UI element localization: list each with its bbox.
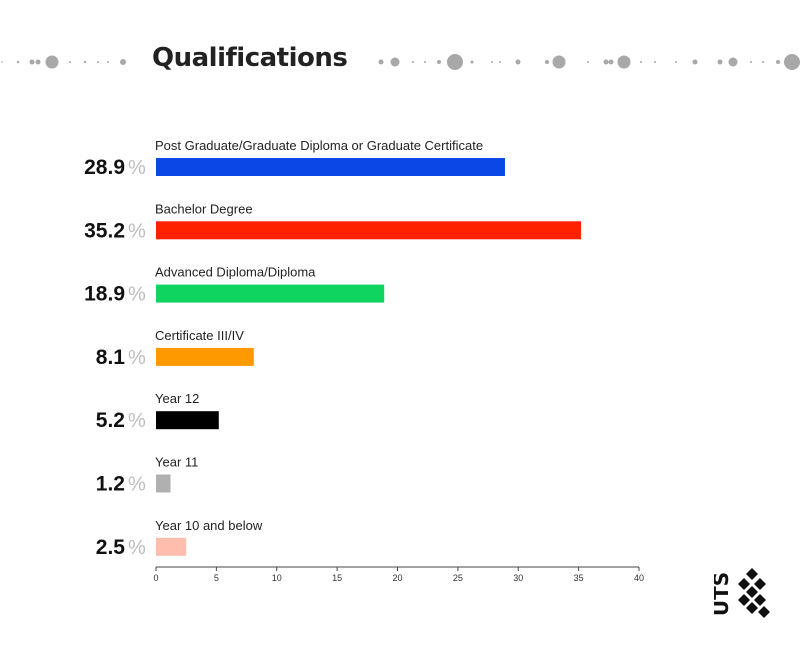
percent-sign: % [128, 157, 146, 179]
bar [156, 537, 187, 556]
category-label: Certificate III/IV [155, 328, 244, 343]
category-label: Year 10 and below [155, 518, 263, 533]
percent-sign: % [128, 474, 146, 496]
x-tick-label: 20 [392, 573, 402, 583]
decor-dot [499, 61, 501, 63]
x-tick-label: 25 [453, 573, 463, 583]
value-label: 5.2 [96, 409, 125, 432]
decor-dot [69, 61, 71, 63]
chart-title: Qualifications [152, 43, 348, 73]
value-label: 1.2 [96, 473, 125, 496]
value-label: 18.9 [84, 283, 125, 306]
decor-dot [45, 55, 59, 69]
decor-dot [608, 59, 614, 65]
decor-dot [491, 61, 493, 63]
category-label: Year 12 [155, 391, 199, 406]
decor-dot [717, 59, 723, 65]
percent-sign: % [128, 347, 146, 369]
x-tick-label: 30 [513, 573, 523, 583]
category-label: Year 11 [155, 455, 198, 470]
decor-dot [515, 59, 521, 65]
decor-dot [97, 61, 99, 63]
bar [156, 284, 385, 303]
decor-dot [552, 55, 566, 69]
decor-dot [412, 61, 414, 63]
category-label: Bachelor Degree [155, 201, 253, 216]
percent-sign: % [128, 537, 146, 559]
x-tick-label: 10 [272, 573, 282, 583]
x-tick-label: 15 [332, 573, 342, 583]
decor-dot [617, 55, 631, 69]
decor-dot [762, 61, 764, 63]
decor-dot [447, 54, 463, 70]
decor-dot [1, 61, 3, 63]
bar [156, 411, 219, 430]
decor-dot [640, 61, 642, 63]
percent-sign: % [128, 284, 146, 306]
decor-dot [35, 59, 41, 65]
value-label: 8.1 [96, 346, 126, 369]
decor-dot [107, 61, 109, 63]
x-tick-label: 5 [214, 573, 219, 583]
decor-dot [83, 60, 87, 64]
decor-dot [603, 59, 609, 65]
decor-dot [784, 54, 800, 70]
bar [156, 347, 254, 366]
decor-dot [654, 61, 656, 63]
decor-dot [390, 57, 400, 67]
decor-dot [424, 61, 426, 63]
value-label: 35.2 [84, 219, 125, 242]
decor-dot [437, 60, 441, 64]
decor-dot [776, 60, 780, 64]
value-label: 28.9 [84, 156, 125, 179]
decor-dot [675, 61, 677, 63]
decor-dot [29, 59, 35, 65]
decor-dot [692, 59, 698, 65]
decor-dot [750, 61, 752, 63]
decor-dot [120, 59, 126, 65]
title-dots-decoration [1, 54, 800, 70]
decor-dot [545, 60, 549, 64]
percent-sign: % [128, 220, 146, 242]
bar [156, 221, 582, 240]
decor-dot [470, 60, 474, 64]
bar [156, 158, 505, 176]
x-tick-label: 40 [634, 573, 644, 583]
percent-sign: % [128, 410, 146, 432]
uts-logo-icon: UTS [714, 568, 770, 618]
decor-dot [378, 59, 384, 65]
decor-dot [587, 61, 589, 63]
value-label: 2.5 [96, 536, 126, 559]
category-label: Advanced Diploma/Diploma [155, 265, 316, 280]
bar [156, 474, 171, 493]
decor-dot [16, 60, 20, 64]
x-tick-label: 35 [574, 573, 584, 583]
decor-dot [728, 57, 738, 67]
category-label: Post Graduate/Graduate Diploma or Gradua… [155, 138, 483, 153]
x-tick-label: 0 [153, 573, 158, 583]
logo-text: UTS [714, 572, 733, 616]
